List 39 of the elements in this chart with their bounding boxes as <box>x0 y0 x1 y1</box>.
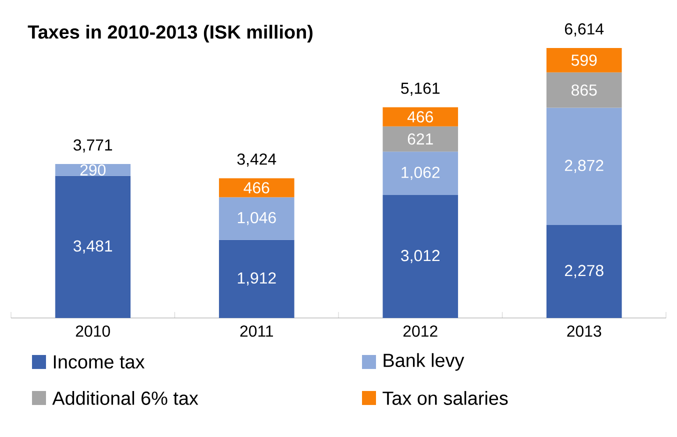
chart-title: Taxes in 2010-2013 (ISK million) <box>28 24 312 42</box>
data-label: 621 <box>408 133 433 145</box>
bar <box>382 152 458 196</box>
x-tick-label: 2011 <box>240 326 273 337</box>
total-label: 3,771 <box>74 139 112 153</box>
bar <box>218 240 294 318</box>
bar <box>382 126 458 152</box>
total-label: 5,161 <box>401 82 440 96</box>
data-label: 290 <box>80 164 106 176</box>
x-tick-label: 2010 <box>76 326 110 337</box>
x-tick-label: 2012 <box>403 326 438 337</box>
bar <box>218 197 294 240</box>
bar <box>546 108 622 225</box>
bar <box>546 48 622 72</box>
data-label: 599 <box>571 54 597 66</box>
data-label: 1,062 <box>402 166 440 180</box>
bar <box>382 195 458 318</box>
data-label: 3,012 <box>401 250 440 264</box>
total-label: 6,614 <box>565 23 604 36</box>
bar <box>382 107 458 126</box>
bar <box>546 72 622 108</box>
legend-label: Additional 6% tax <box>52 391 198 405</box>
legend-label: Income tax <box>54 355 145 369</box>
data-label: 3,481 <box>74 240 112 254</box>
bar <box>218 178 294 198</box>
bar <box>55 176 131 318</box>
data-label: 2,872 <box>564 160 604 173</box>
data-label: 865 <box>572 84 597 96</box>
legend-label: Bank levy <box>384 353 464 371</box>
data-label: 2,278 <box>564 264 604 278</box>
legend-label: Tax on salaries <box>382 391 508 405</box>
x-tick-label: 2013 <box>567 326 602 337</box>
total-label: 3,424 <box>237 154 276 167</box>
data-label: 466 <box>407 111 433 122</box>
data-label: 466 <box>244 182 270 194</box>
bar <box>546 224 622 318</box>
data-label: 1,046 <box>238 212 276 226</box>
bar <box>55 164 131 176</box>
data-label: 1,912 <box>238 272 276 286</box>
